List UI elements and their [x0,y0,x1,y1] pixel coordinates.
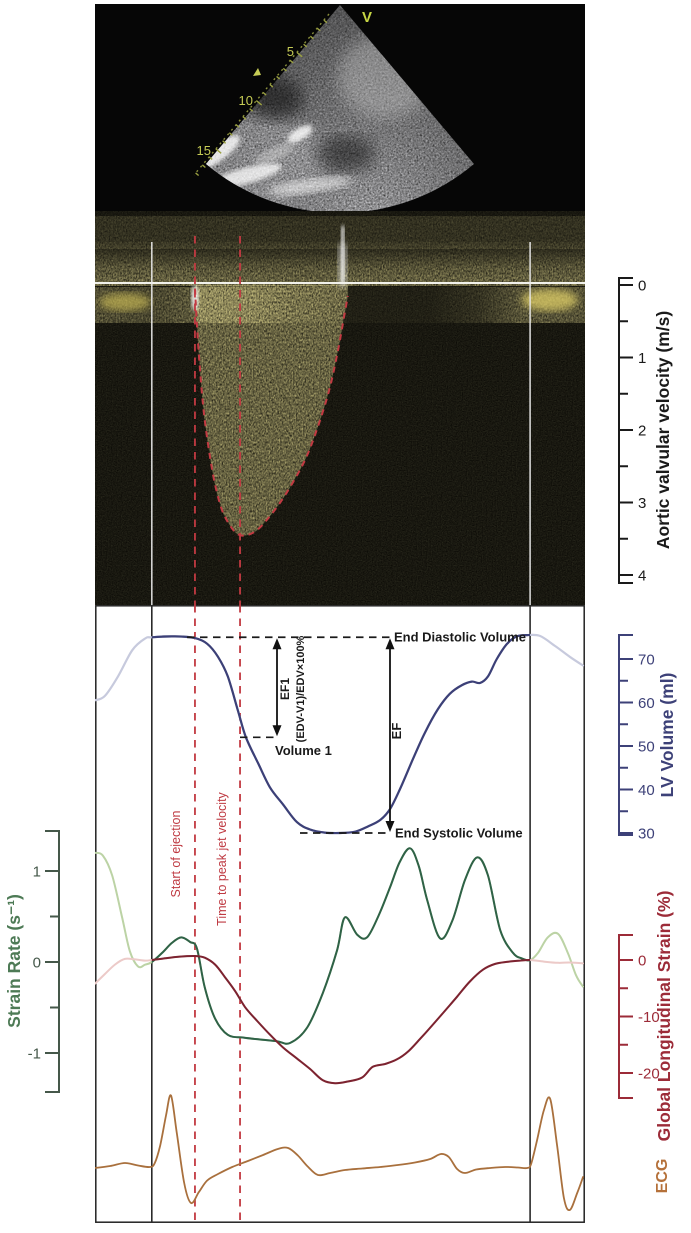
right-axes-area: 0 1 2 3 4 70 60 50 40 30 0 -10 -20 Aortic valvular… [618,277,677,1194]
depth-tick [228,132,233,136]
aortic-velocity-axis: 0 1 2 3 4 [618,277,646,585]
depth-label-10: 10 [239,93,253,108]
strain-rate-axis-title: Strain Rate (s⁻¹) [4,894,24,1028]
depth-tick [289,59,294,64]
depth-tick [255,100,263,106]
tick-label: 3 [638,495,646,512]
tick-label: 30 [638,826,655,843]
tick-label: -1 [28,1046,41,1063]
depth-tick [296,51,303,58]
depth-tick [208,156,213,160]
depth-scale-ticks [193,13,330,177]
depth-tick [222,140,227,144]
arrowhead-down-icon [385,821,395,832]
volume-annotations [187,636,395,834]
arrowhead-up-icon [385,638,395,650]
depth-tick [323,19,328,24]
depth-tick [303,43,308,48]
aortic-velocity-axis-title: Aortic valvular velocity (m/s) [653,311,673,549]
time-to-peak-jet-velocity-label: Time to peak jet velocity [215,791,229,925]
strain-rate-axis: 1 0 -1 [28,830,60,1093]
lv-volume-axis-title: LV Volume (ml) [657,673,677,798]
tick-label: -10 [638,1009,660,1026]
tick-label: -20 [638,1066,660,1083]
ultrasound-and-doppler-panel: 5 10 15 V [95,4,585,605]
ef-label: EF [389,723,404,740]
tick-label: 40 [638,782,655,799]
depth-tick [195,172,200,177]
arrowhead-down-icon [272,725,282,737]
bright-spike-halo [338,244,347,286]
right-spectral-patch [522,289,578,311]
axis-bracket [618,634,633,836]
gls-curve [151,954,531,1085]
orientation-marker: V [362,9,372,26]
tick-label: 2 [638,423,646,440]
tick-label: 4 [638,568,646,585]
depth-tick [262,91,267,96]
depth-scale-line [193,13,330,176]
strain-rate-axis-area: 1 0 -1 Strain Rate (s⁻¹) [4,830,60,1093]
end-systolic-volume-label: End Systolic Volume [395,826,523,841]
left-spectral-patch [99,293,151,311]
depth-label-5: 5 [287,44,294,59]
depth-tick [235,124,240,128]
depth-tick [269,83,274,88]
depth-tick [215,148,222,154]
depth-label-15: 15 [197,143,211,158]
tick-label: 0 [638,953,646,970]
tick-label: 50 [638,739,655,756]
arrowhead-up-icon [272,638,282,650]
start-of-ejection-label: Start of ejection [169,811,183,898]
scale-pointer-icon [253,68,261,76]
depth-tick [316,27,321,32]
depth-tick [201,164,206,169]
jet-envelope-trace [194,288,349,537]
panel-red-markers [194,605,241,1223]
lv-volume-axis: 70 60 50 40 30 [618,634,655,843]
tick-label: 1 [33,864,41,881]
tick-label: 60 [638,695,655,712]
tick-label: 1 [638,350,646,367]
tick-label: 70 [638,652,655,669]
gls-axis-title: Global Longitudinal Strain (%) [654,891,674,1142]
depth-tick [249,108,254,112]
ecg-label: ECG [654,1159,671,1194]
strain-rate-curve [151,847,531,1045]
ecg-curve [95,1094,584,1212]
doppler-spectrogram [95,211,585,605]
gls-axis: 0 -10 -20 [618,934,660,1099]
doppler-red-markers [194,236,349,605]
tick-label: 0 [638,278,646,295]
ef1-formula-label: (EDV-V1)/EDV×100% [295,635,307,742]
depth-tick [282,67,287,72]
tick-label: 0 [33,955,41,972]
depth-tick [276,75,281,80]
ef1-label: EF1 [278,678,292,700]
waveform-panel: End Diastolic Volume End Systolic Volume… [95,605,585,1223]
depth-tick [309,35,314,40]
volume1-label: Volume 1 [275,743,332,758]
end-diastolic-volume-label: End Diastolic Volume [394,630,526,645]
depth-tick [242,116,247,120]
panel-border [95,605,585,1223]
